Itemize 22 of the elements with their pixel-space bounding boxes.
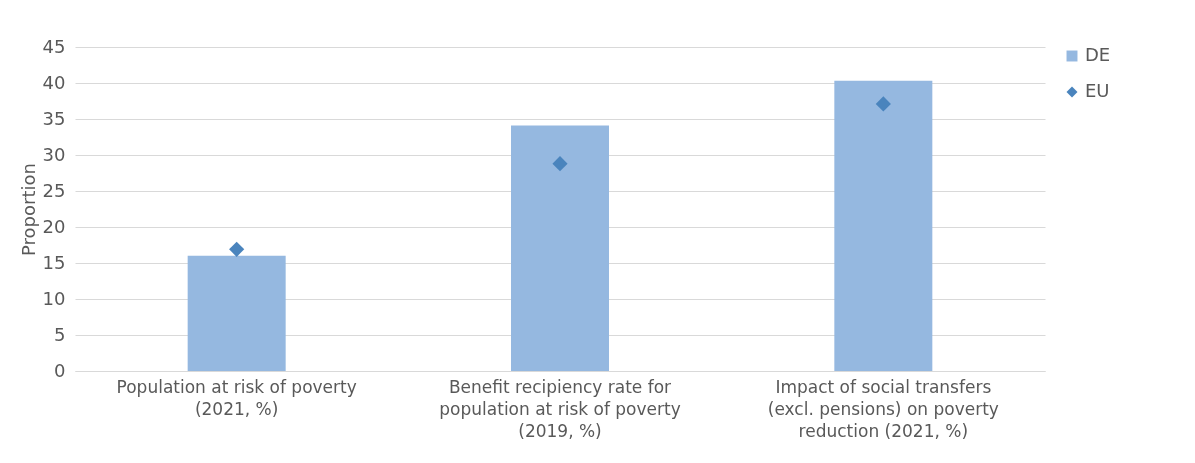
y-axis-title: Proportion [17, 163, 39, 256]
y-tick-label: 20 [42, 215, 66, 237]
x-tick-label: Population at risk of poverty (2021, %) [116, 376, 357, 419]
y-tick-label: 5 [54, 323, 66, 345]
y-tick-label: 25 [42, 179, 66, 201]
legend-label: DE [1085, 44, 1111, 65]
y-tick-label: 40 [42, 71, 66, 93]
y-tick-label: 15 [42, 251, 66, 273]
point [875, 96, 891, 112]
point [552, 156, 568, 172]
x-tick-label: Benefit recipiency rate for population at risk of poverty (2019, %) [439, 376, 681, 441]
bar [834, 80, 933, 371]
bar [511, 125, 609, 371]
legend-label: EU [1085, 80, 1110, 101]
y-tick-label: 10 [42, 287, 66, 309]
y-tick-label: 0 [54, 359, 66, 381]
bar [187, 255, 286, 371]
x-tick-label: Impact of social transfers (excl. pensions) on poverty reduction (2021, %) [767, 376, 999, 441]
y-tick-label: 45 [42, 35, 66, 57]
y-tick-label: 35 [42, 107, 66, 129]
y-tick-label: 30 [42, 143, 66, 165]
point [229, 241, 245, 257]
